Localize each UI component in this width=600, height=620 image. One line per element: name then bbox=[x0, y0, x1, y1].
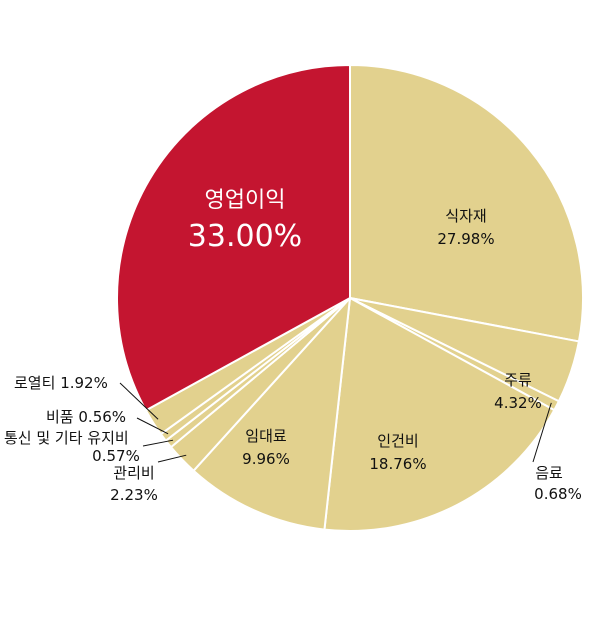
pie-slice-operating-profit bbox=[116, 64, 351, 412]
slice-labels: 식자재 27.98% 주류 4.32% 음료 0.68% 인건비 18.76% … bbox=[4, 188, 582, 504]
slice-label-value-rent: 9.96% bbox=[242, 450, 290, 468]
leader-line-equipment bbox=[136, 417, 169, 435]
pie-slice-labor bbox=[323, 297, 556, 532]
slice-label-name-equipment: 비품 bbox=[46, 408, 74, 426]
leader-line-maintenance bbox=[157, 454, 187, 463]
slice-label-value-maintenance: 2.23% bbox=[110, 486, 158, 504]
leader-line-beverage bbox=[532, 402, 552, 463]
slice-label-value-liquor: 4.32% bbox=[494, 394, 542, 412]
slice-label-royalty: 로열티 1.92% bbox=[14, 374, 108, 392]
slice-label-name-rent: 임대료 bbox=[245, 427, 287, 445]
pie-slice-rent bbox=[192, 297, 351, 531]
slice-label-value-food-ingredients: 27.98% bbox=[437, 230, 494, 248]
leader-line-telecom bbox=[142, 439, 174, 447]
slice-label-name-maintenance: 관리비 bbox=[113, 464, 154, 482]
slice-label-name-beverage: 음료 bbox=[535, 464, 563, 482]
slice-label-value-labor: 18.76% bbox=[369, 455, 426, 473]
leader-lines bbox=[119, 382, 552, 463]
pie-slices bbox=[116, 64, 584, 532]
slice-label-name-food-ingredients: 식자재 bbox=[445, 207, 486, 225]
leader-line-royalty bbox=[119, 382, 159, 420]
slice-label-value-royalty: 1.92% bbox=[60, 374, 108, 392]
slice-label-value-beverage: 0.68% bbox=[534, 485, 582, 503]
slice-label-value-telecom: 0.57% bbox=[92, 447, 140, 465]
slice-label-value-equipment: 0.56% bbox=[78, 408, 126, 426]
slice-label-name-labor: 인건비 bbox=[377, 432, 418, 450]
slice-label-name-royalty: 로열티 bbox=[14, 374, 55, 392]
slice-label-name-liquor: 주류 bbox=[504, 371, 532, 389]
slice-label-name-telecom: 통신 및 기타 유지비 bbox=[4, 429, 129, 447]
slice-label-value-operating-profit: 33.00% bbox=[188, 219, 302, 254]
pie-slice-food-ingredients bbox=[349, 64, 584, 343]
slice-label-equipment: 비품 0.56% bbox=[46, 408, 126, 426]
slice-label-name-operating-profit: 영업이익 bbox=[205, 188, 286, 213]
